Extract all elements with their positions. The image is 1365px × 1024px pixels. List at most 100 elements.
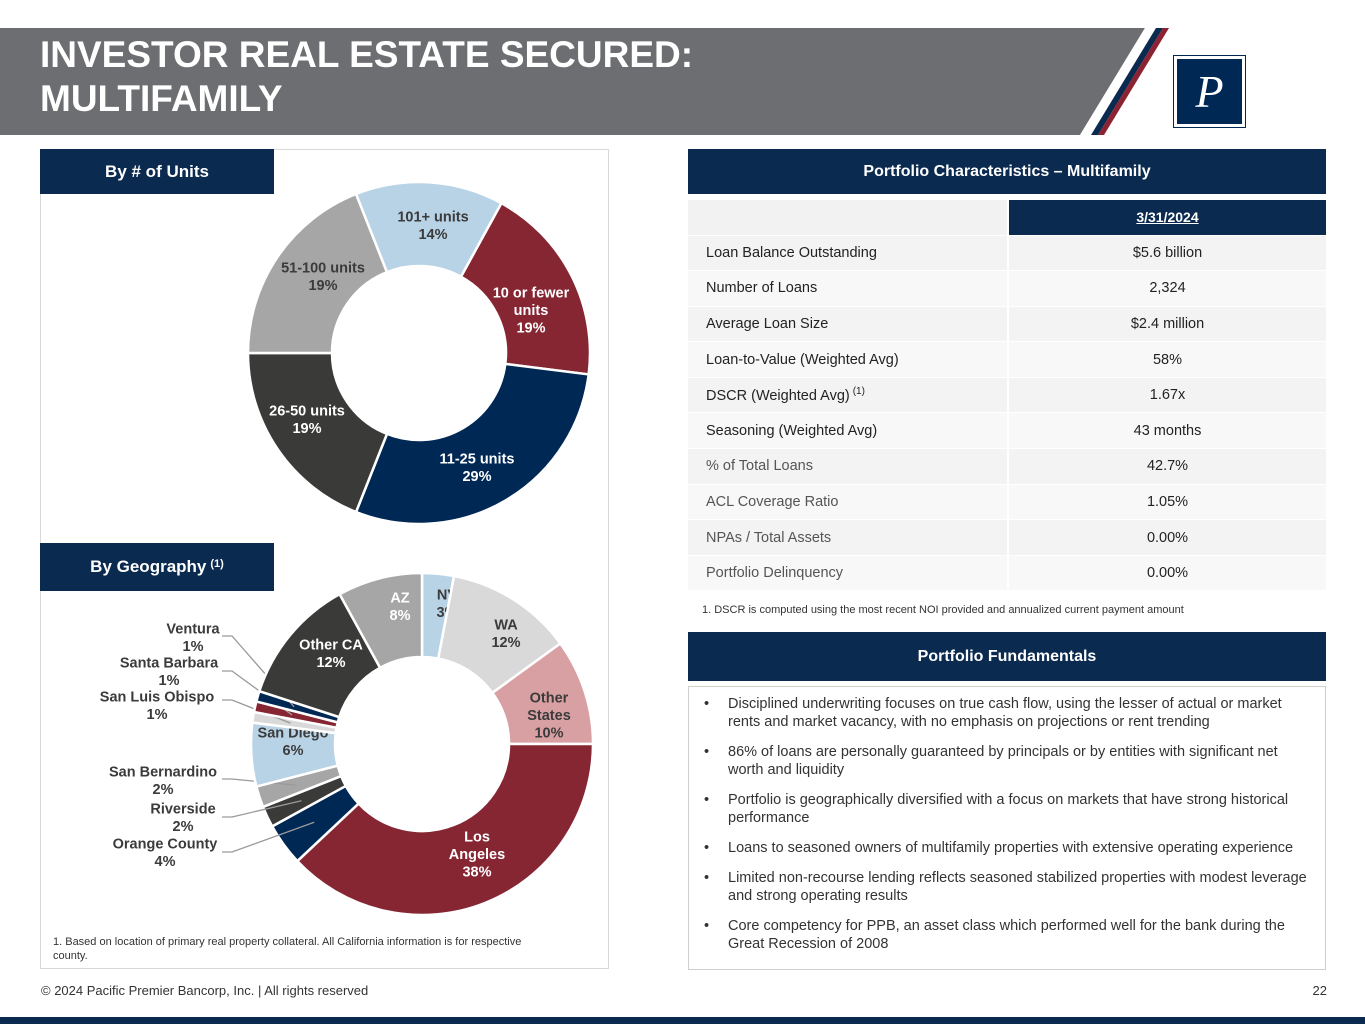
row-label: Number of Loans: [688, 270, 1009, 307]
row-label-sup: (1): [852, 386, 865, 398]
row-label: Average Loan Size: [688, 306, 1009, 343]
row-value: $2.4 million: [1008, 306, 1326, 343]
slice-az-label: AZ: [390, 590, 409, 606]
row-value: 2,324: [1008, 270, 1326, 307]
row-label: ACL Coverage Ratio: [688, 484, 1009, 521]
slice-san-luis-obispo-label: 1%: [147, 707, 168, 723]
row-value: 0.00%: [1008, 519, 1326, 556]
table-row: DSCR (Weighted Avg) (1) 1.67x: [688, 377, 1326, 414]
slice-101-units-label: 14%: [418, 227, 447, 243]
slice-26-50-units: [246, 351, 389, 514]
characteristics-title: Portfolio Characteristics – Multifamily: [688, 149, 1326, 194]
slice-los-angeles-label: Angeles: [449, 847, 505, 863]
slice-san-luis-obispo-label: San Luis Obispo: [100, 689, 215, 705]
copyright: © 2024 Pacific Premier Bancorp, Inc. | A…: [41, 983, 369, 998]
slice-orange-county-label: Orange County: [113, 836, 218, 852]
geo-chart-title-text: By Geography: [90, 557, 207, 576]
list-item: • Portfolio is geographically diversified…: [701, 791, 1313, 827]
row-value: 0.00%: [1008, 555, 1326, 592]
bullet-icon: •: [704, 744, 710, 760]
list-item: • Limited non-recourse lending reflects s…: [701, 869, 1313, 905]
table-row: Loan Balance Outstanding $5.6 billion: [688, 235, 1326, 272]
table-header-blank: [688, 200, 1009, 236]
bullet-icon: •: [704, 870, 710, 886]
table-row: Number of Loans 2,324: [688, 270, 1326, 307]
row-label: Loan-to-Value (Weighted Avg): [688, 341, 1009, 378]
geo-chart-title: By Geography (1): [40, 543, 274, 591]
characteristics-table-wrap: 3/31/2024 Loan Balance Outstanding $5.6 b…: [688, 200, 1326, 592]
list-item-text: Loans to seasoned owners of multifamily …: [728, 840, 1294, 856]
slice-other-ca-label: Other CA: [299, 637, 363, 653]
row-label: NPAs / Total Assets: [688, 519, 1009, 556]
units-chart-title-text: By # of Units: [105, 161, 209, 181]
table-row: Loan-to-Value (Weighted Avg) 58%: [688, 341, 1326, 378]
fundamentals-list: • Disciplined underwriting focuses on tru…: [701, 695, 1313, 953]
slice-santa-barbara-label: 1%: [159, 673, 180, 689]
header-band: [0, 28, 1169, 135]
row-label-text: Average Loan Size: [706, 315, 829, 332]
slice-11-25-units-label: 29%: [462, 469, 491, 485]
slice-26-50-units-label: 19%: [292, 421, 321, 437]
row-label-text: Number of Loans: [706, 280, 818, 297]
row-label-text: % of Total Loans: [706, 458, 813, 475]
row-label-text: Portfolio Delinquency: [706, 565, 844, 582]
list-item: • 86% of loans are personally guaranteed …: [701, 743, 1313, 779]
row-value: 1.05%: [1008, 484, 1326, 521]
page-number: 22: [1312, 983, 1327, 998]
slice-11-25-units-label: 11-25 units: [440, 451, 515, 467]
slice-10-or-fewer-units-label: 19%: [516, 321, 545, 337]
list-item-text: 86% of loans are personally guaranteed b…: [728, 744, 1278, 778]
slice-orange-county-label: 4%: [155, 854, 176, 870]
row-label-text: Seasoning (Weighted Avg): [706, 422, 878, 439]
slice-san-diego-label: 6%: [283, 743, 304, 759]
list-item: • Loans to seasoned owners of multifamily…: [701, 839, 1313, 857]
characteristics-table: 3/31/2024 Loan Balance Outstanding $5.6 b…: [688, 200, 1326, 592]
list-item-text: Limited non-recourse lending reflects se…: [728, 870, 1307, 904]
page-title-line-1: INVESTOR REAL ESTATE SECURED:: [40, 34, 694, 75]
list-item: • Core competency for PPB, an asset class…: [701, 917, 1313, 953]
slice-51-100-units-label: 19%: [308, 278, 337, 294]
units-chart-title: By # of Units: [40, 149, 274, 194]
table-row: NPAs / Total Assets 0.00%: [688, 519, 1326, 556]
dscr-footnote: 1. DSCR is computed using the most recen…: [702, 604, 1184, 616]
slice-riverside-label: Riverside: [150, 801, 215, 817]
slice-26-50-units-label: 26-50 units: [269, 403, 345, 419]
bullet-icon: •: [704, 918, 710, 934]
slice-10-or-fewer-units: [459, 201, 592, 376]
list-item-text: Portfolio is geographically diversified …: [728, 792, 1289, 826]
bullet-icon: •: [704, 792, 710, 808]
page-title-line-2: MULTIFAMILY: [40, 78, 283, 119]
page-title: INVESTOR REAL ESTATE SECURED: MULTIFAMIL…: [40, 33, 1040, 121]
table-row: ACL Coverage Ratio 1.05%: [688, 484, 1326, 521]
slice-other-ca-label: 12%: [316, 655, 345, 671]
leader-line-orange-county: [222, 821, 315, 853]
slice-san-bernardino-label: 2%: [153, 782, 174, 798]
table-header-row: 3/31/2024: [688, 200, 1326, 236]
slice-other-states-label: States: [527, 708, 571, 724]
slice-ventura-label: Ventura: [166, 621, 220, 637]
slice-other-states-label: Other: [530, 691, 569, 707]
row-value: 1.67x: [1008, 377, 1326, 414]
slice-los-angeles: [295, 742, 595, 917]
slice-los-angeles-label: 38%: [462, 865, 491, 881]
row-value: 43 months: [1008, 412, 1326, 450]
row-label: DSCR (Weighted Avg) (1): [688, 377, 1009, 414]
slice-10-or-fewer-units-label: 10 or fewer: [493, 286, 570, 302]
table-row: Portfolio Delinquency 0.00%: [688, 555, 1326, 592]
fundamentals-title: Portfolio Fundamentals: [688, 632, 1326, 681]
fundamentals-box: • Disciplined underwriting focuses on tru…: [688, 686, 1326, 970]
list-item-text: Core competency for PPB, an asset class …: [728, 918, 1285, 952]
slice-101-units-label: 101+ units: [397, 209, 468, 225]
bullet-icon: •: [704, 696, 710, 712]
geo-footnote: 1. Based on location of primary real pro…: [53, 936, 522, 962]
table-header-date: 3/31/2024: [1008, 200, 1326, 236]
table-row: Seasoning (Weighted Avg) 43 months: [688, 412, 1326, 450]
slice-az-label: 8%: [390, 608, 411, 624]
row-label-text: NPAs / Total Assets: [706, 529, 832, 546]
row-label-text: Loan-to-Value (Weighted Avg): [706, 351, 899, 368]
slice-51-100-units-label: 51-100 units: [281, 260, 365, 276]
slice-101-units: [354, 180, 504, 279]
company-logo: P: [1173, 55, 1246, 128]
slice-riverside-label: 2%: [173, 819, 194, 835]
